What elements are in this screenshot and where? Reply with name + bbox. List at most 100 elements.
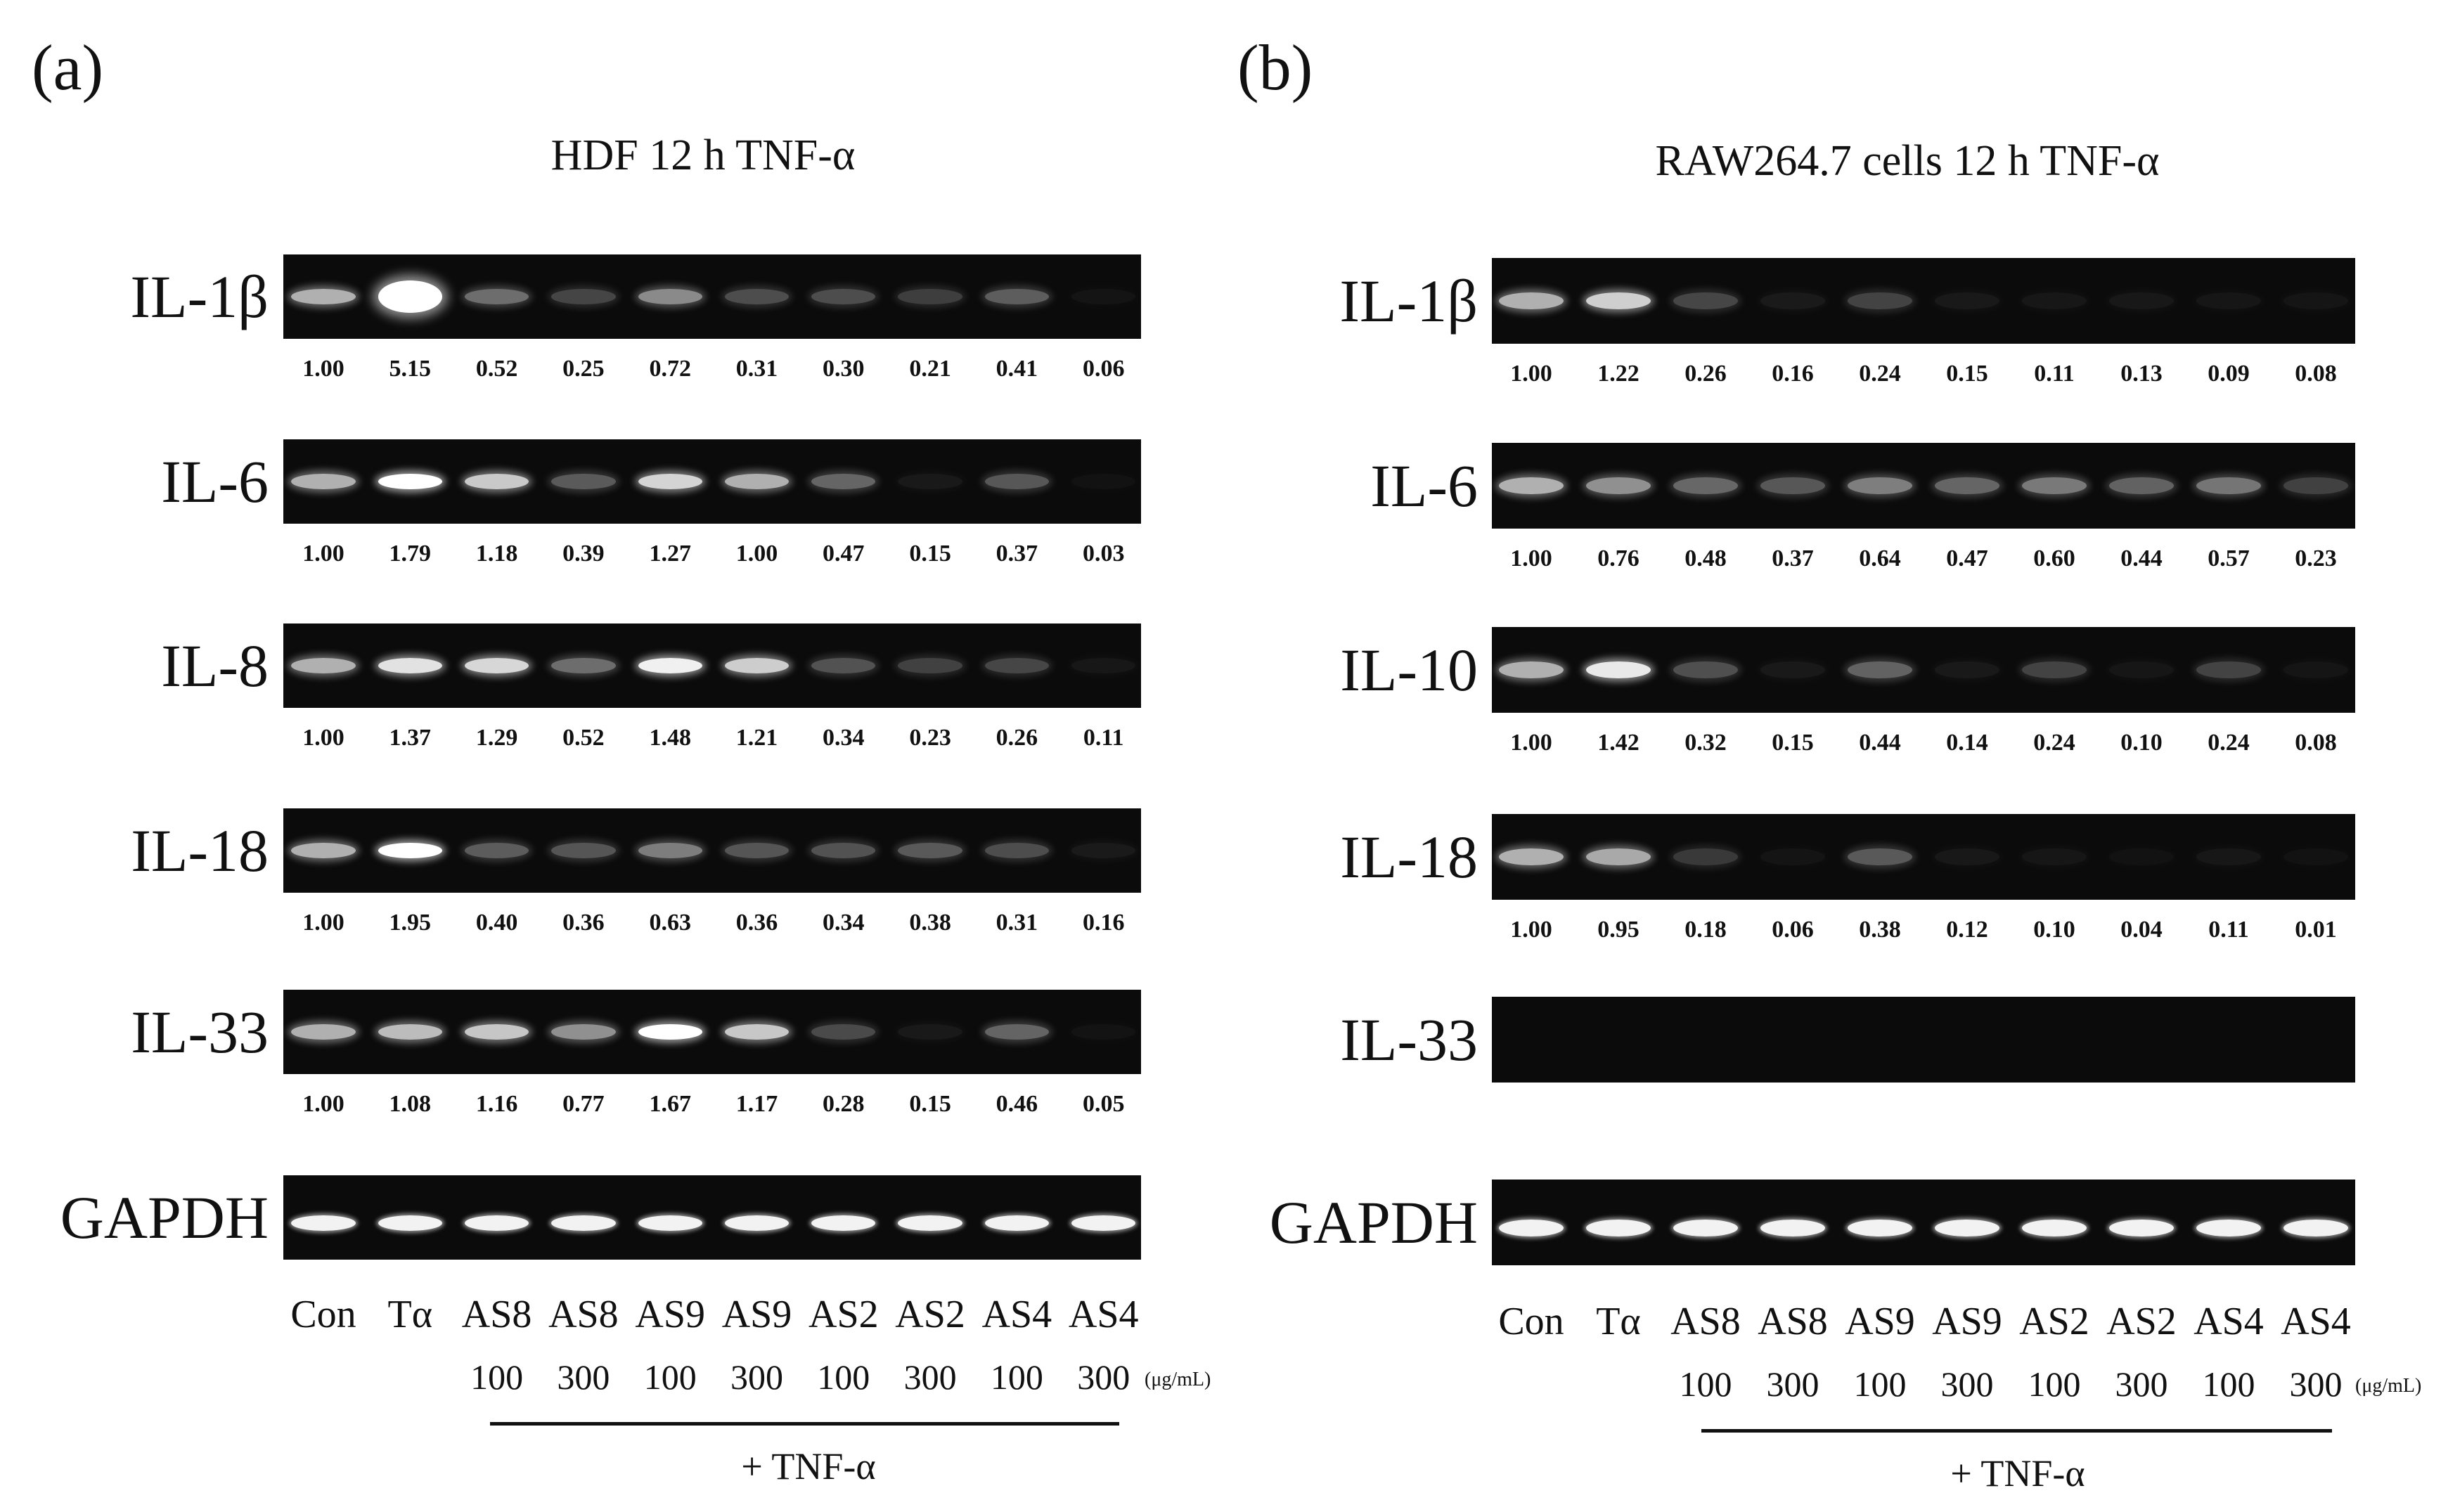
lane-label: Tα bbox=[387, 1293, 433, 1336]
lane-label: AS9 bbox=[635, 1293, 705, 1336]
band-value: 0.47 bbox=[1946, 545, 1988, 571]
gel-band bbox=[811, 843, 876, 858]
gel-band bbox=[2109, 477, 2174, 494]
gel-band bbox=[724, 474, 790, 489]
gel-band bbox=[1586, 848, 1651, 865]
band-value: 1.22 bbox=[1597, 361, 1639, 387]
gel-band bbox=[464, 474, 529, 489]
gel-band bbox=[638, 658, 702, 673]
gel-band bbox=[1499, 848, 1564, 865]
gel-band bbox=[2283, 292, 2348, 309]
gel-band bbox=[2022, 661, 2087, 678]
lane-label: AS2 bbox=[809, 1293, 879, 1336]
lane-label: AS8 bbox=[461, 1293, 532, 1336]
gel-band bbox=[811, 289, 876, 304]
concentration-label: 300 bbox=[1766, 1364, 1819, 1404]
gel-band bbox=[551, 1215, 616, 1231]
quantification-row: 1.00 0.76 0.48 0.37 0.64 0.47 0.60 0.44 0.57 0.23 bbox=[0, 545, 2448, 574]
gel-band bbox=[1586, 1220, 1651, 1236]
band-value: 0.04 bbox=[2120, 917, 2163, 943]
gel-strip bbox=[283, 808, 1141, 893]
gel-band bbox=[2109, 1220, 2174, 1236]
gel-band bbox=[551, 289, 616, 304]
gel-band bbox=[1499, 661, 1564, 678]
gel-band bbox=[724, 843, 790, 858]
gel-band bbox=[1071, 474, 1135, 489]
gel-band bbox=[551, 658, 616, 673]
band-value: 1.79 bbox=[389, 541, 432, 567]
quantification-row: 1.00 1.42 0.32 0.15 0.44 0.14 0.24 0.10 0.24 0.08 bbox=[0, 730, 2448, 758]
gel-band bbox=[1586, 477, 1651, 494]
band-value: 0.15 bbox=[1946, 361, 1988, 387]
gel-band bbox=[1760, 1220, 1825, 1236]
gel-band bbox=[1586, 661, 1651, 678]
concentration-label: 300 bbox=[2115, 1364, 2168, 1404]
band-value: 0.38 bbox=[909, 910, 951, 936]
band-value: 0.26 bbox=[1684, 361, 1727, 387]
gel-band bbox=[1935, 477, 1999, 494]
gel-band bbox=[1935, 848, 1999, 865]
gel-strip bbox=[1492, 443, 2355, 529]
gel-band bbox=[638, 474, 702, 489]
panel-title: HDF 12 h TNF-α bbox=[550, 131, 856, 179]
panel-title: RAW264.7 cells 12 h TNF-α bbox=[1655, 137, 2160, 185]
gel-band bbox=[1071, 289, 1136, 304]
gel-band bbox=[551, 1024, 616, 1040]
band-value: 0.44 bbox=[1859, 730, 1901, 756]
gene-label-il18: IL-18 bbox=[1340, 823, 1478, 891]
band-value: 0.09 bbox=[2208, 361, 2250, 387]
gel-band bbox=[1760, 292, 1825, 309]
band-value: 0.14 bbox=[1946, 730, 1988, 756]
gel-band bbox=[551, 474, 616, 489]
concentration-label: 300 bbox=[557, 1357, 610, 1397]
band-value: 0.38 bbox=[1859, 917, 1901, 943]
gel-band bbox=[811, 1024, 876, 1040]
lane-label: Con bbox=[290, 1293, 356, 1336]
gel-band bbox=[291, 843, 356, 858]
band-value: 0.41 bbox=[996, 356, 1038, 382]
concentration-label: 100 bbox=[643, 1357, 697, 1397]
band-value: 0.52 bbox=[562, 725, 605, 751]
gel-band bbox=[638, 1024, 702, 1040]
concentration-label: 100 bbox=[2202, 1364, 2255, 1404]
band-value: 1.16 bbox=[475, 1091, 518, 1117]
gel-band bbox=[2283, 1220, 2348, 1236]
band-value: 0.11 bbox=[1083, 725, 1124, 751]
lane-label: Con bbox=[1498, 1300, 1564, 1343]
gel-band bbox=[811, 658, 876, 673]
gel-band bbox=[1071, 843, 1136, 858]
gel-band bbox=[638, 843, 702, 858]
band-value: 0.16 bbox=[1772, 361, 1814, 387]
quantification-row: 1.00 1.95 0.40 0.36 0.63 0.36 0.34 0.38 0.31 0.16 bbox=[0, 910, 2448, 938]
gel-band bbox=[1499, 1220, 1564, 1236]
gel-band bbox=[1586, 292, 1651, 309]
lane-label: AS4 bbox=[2193, 1300, 2264, 1343]
gel-band bbox=[378, 474, 442, 489]
band-value: 1.42 bbox=[1597, 730, 1639, 756]
gel-band bbox=[898, 474, 962, 489]
band-value: 0.23 bbox=[909, 725, 951, 751]
band-value: 0.48 bbox=[1684, 545, 1727, 571]
band-value: 1.00 bbox=[302, 541, 344, 567]
gel-band bbox=[2196, 1220, 2261, 1236]
band-value: 1.00 bbox=[1510, 361, 1552, 387]
gel-band bbox=[551, 843, 616, 858]
gel-band bbox=[984, 1215, 1049, 1231]
gel-band bbox=[2022, 1220, 2087, 1236]
panel-letter: (a) bbox=[32, 32, 104, 103]
band-value: 0.12 bbox=[1946, 917, 1988, 943]
gene-label-il6: IL-6 bbox=[161, 448, 269, 515]
gel-band bbox=[984, 474, 1049, 489]
gel-band bbox=[1499, 477, 1564, 494]
band-value: 0.95 bbox=[1597, 917, 1639, 943]
gel-band bbox=[2283, 477, 2348, 494]
band-value: 1.18 bbox=[475, 541, 518, 567]
gene-label-il10: IL-10 bbox=[1340, 636, 1478, 704]
gel-strip bbox=[1492, 814, 2355, 900]
gel-band bbox=[1673, 292, 1738, 309]
gel-band bbox=[2109, 661, 2174, 678]
gel-band bbox=[1760, 848, 1825, 865]
band-value: 1.00 bbox=[1510, 730, 1552, 756]
gel-band bbox=[2196, 661, 2261, 678]
gel-band bbox=[2109, 848, 2174, 865]
